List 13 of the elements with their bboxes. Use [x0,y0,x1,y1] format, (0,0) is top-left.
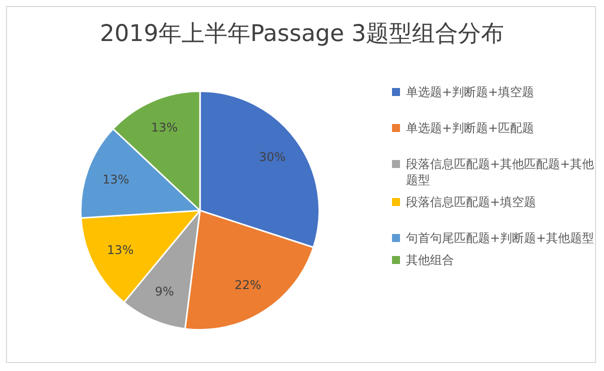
data-label: 13% [106,243,134,258]
data-label: 13% [151,120,178,135]
data-label: 22% [234,278,262,292]
data-label: 13% [102,172,130,186]
legend-label: 其他组合 [406,252,454,268]
chart-title: 2019年上半年Passage 3题型组合分布 [98,20,506,49]
legend-label: 单选题+判断题+匹配题 [406,120,534,136]
legend-label: 段落信息匹配题+填空题 [406,194,536,210]
legend-label: 段落信息匹配题+其他匹配题+其他题型 [406,156,596,188]
legend-label: 单选题+判断题+填空题 [406,84,534,100]
data-label: 9% [154,284,174,299]
data-label: 30% [259,150,286,164]
legend-label: 句首句尾匹配题+判断题+其他题型 [406,230,594,246]
